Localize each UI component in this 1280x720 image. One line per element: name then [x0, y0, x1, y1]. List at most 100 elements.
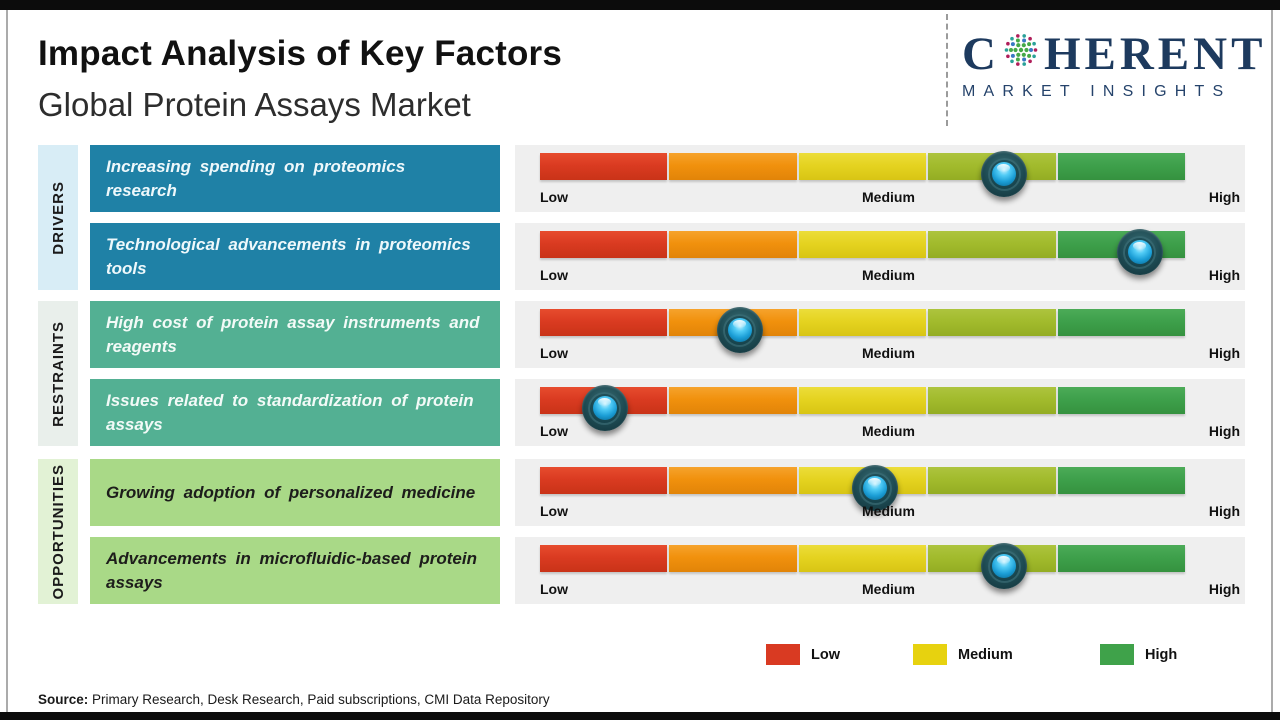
impact-bar	[540, 229, 1186, 275]
factor-box-restraint-1: High cost of protein assay instruments a…	[90, 301, 500, 368]
impact-marker-ring	[987, 549, 1021, 583]
factor-text: Technological advancements in proteomics…	[106, 235, 471, 278]
impact-scale-panel-2: Low Medium High	[515, 223, 1245, 290]
factor-text: High cost of protein assay instruments a…	[106, 313, 480, 356]
impact-bar	[540, 543, 1186, 589]
right-border	[1271, 10, 1273, 712]
source-line: Source: Primary Research, Desk Research,…	[38, 692, 550, 707]
group-label-opportunities-text: OPPORTUNITIES	[49, 463, 67, 600]
bar-segment-red	[540, 153, 668, 180]
scale-label-high: High	[1208, 345, 1240, 361]
impact-marker-orb	[1127, 240, 1152, 264]
group-label-drivers-text: DRIVERS	[49, 180, 67, 255]
bar-segment-red	[540, 309, 668, 336]
legend-label-high: High	[1145, 646, 1178, 663]
impact-marker	[981, 543, 1028, 589]
group-label-drivers: DRIVERS	[38, 145, 78, 290]
factor-text: Issues related to standardization of pro…	[106, 391, 474, 434]
impact-marker	[716, 307, 763, 353]
source-prefix: Source:	[38, 692, 89, 707]
page-title: Impact Analysis of Key Factors	[38, 34, 563, 73]
legend-item-low: Low	[766, 644, 840, 665]
scale-label-medium: Medium	[862, 267, 915, 283]
impact-marker-orb	[592, 396, 617, 420]
scale-label-medium: Medium	[862, 581, 915, 597]
scale-label-medium: Medium	[862, 503, 915, 519]
impact-marker	[852, 465, 899, 511]
logo-wordmark: C HERENT	[962, 30, 1262, 79]
scale-label-medium: Medium	[862, 189, 915, 205]
bar-segment-yellow	[798, 387, 927, 414]
company-logo: C HERENT MARKET INSIGHTS	[962, 30, 1262, 101]
factor-text: Advancements in microfluidic-based prote…	[106, 549, 477, 592]
impact-bar	[540, 465, 1186, 511]
left-border	[6, 10, 8, 712]
bar-segment-orange	[669, 467, 797, 494]
bar-segment-olive	[928, 467, 1056, 494]
impact-scale-panel-6: Low Medium High	[515, 537, 1245, 604]
bar-segment-orange	[669, 387, 797, 414]
impact-scale-panel-1: Low Medium High	[515, 145, 1245, 212]
bar-segment-yellow	[798, 153, 927, 180]
scale-label-low: Low	[540, 345, 568, 361]
scale-label-high: High	[1208, 267, 1240, 283]
scale-labels: Low Medium High	[540, 267, 1240, 283]
bar-segment-green	[1057, 309, 1186, 336]
scale-label-high: High	[1208, 581, 1240, 597]
group-label-restraints-text: RESTRAINTS	[49, 320, 67, 427]
top-border-bar	[0, 0, 1280, 10]
bar-segment-orange	[669, 231, 797, 258]
bar-segment-olive	[928, 387, 1056, 414]
impact-marker	[1116, 229, 1163, 275]
scale-labels: Low Medium High	[540, 345, 1240, 361]
scale-label-low: Low	[540, 581, 568, 597]
scale-label-low: Low	[540, 189, 568, 205]
impact-bar	[540, 385, 1186, 431]
bar-segment-orange	[669, 153, 797, 180]
impact-marker-orb	[727, 318, 752, 342]
legend-swatch-low	[766, 644, 800, 665]
legend-label-low: Low	[811, 646, 840, 663]
logo-letters-herent: HERENT	[1043, 28, 1267, 80]
impact-scale-panel-4: Low Medium High	[515, 379, 1245, 446]
group-label-opportunities: OPPORTUNITIES	[38, 459, 78, 604]
impact-marker	[581, 385, 628, 431]
impact-scale-panel-3: Low Medium High	[515, 301, 1245, 368]
legend-item-medium: Medium	[913, 644, 1013, 665]
legend-item-high: High	[1100, 644, 1177, 665]
factor-box-opportunity-1: Growing adoption of personalized medicin…	[90, 459, 500, 526]
scale-label-medium: Medium	[862, 345, 915, 361]
impact-scale-panel-5: Low Medium High	[515, 459, 1245, 526]
legend-label-medium: Medium	[958, 646, 1013, 663]
page-subtitle: Global Protein Assays Market	[38, 86, 471, 123]
bar-segment-red	[540, 231, 668, 258]
scale-label-high: High	[1208, 423, 1240, 439]
scale-labels: Low Medium High	[540, 503, 1240, 519]
bar-segment-green	[1057, 467, 1186, 494]
group-label-restraints: RESTRAINTS	[38, 301, 78, 446]
bar-segment-orange	[669, 545, 797, 572]
bar-segment-yellow	[798, 545, 927, 572]
logo-tagline: MARKET INSIGHTS	[962, 83, 1232, 100]
impact-marker-ring	[723, 313, 757, 347]
logo-letter-c: C	[962, 28, 1000, 80]
scale-label-low: Low	[540, 423, 568, 439]
bottom-border-bar	[0, 712, 1280, 720]
scale-labels: Low Medium High	[540, 581, 1240, 597]
impact-bar	[540, 151, 1186, 197]
bar-segment-green	[1057, 545, 1186, 572]
bar-segment-yellow	[798, 309, 927, 336]
scale-label-high: High	[1208, 503, 1240, 519]
impact-marker-ring	[588, 391, 621, 425]
bar-segment-olive	[928, 231, 1056, 258]
bar-segment-olive	[928, 309, 1056, 336]
factor-text: Increasing spending on proteomics resear…	[106, 157, 406, 200]
bar-segment-green	[1057, 153, 1186, 180]
bar-segment-red	[540, 545, 668, 572]
impact-bar	[540, 307, 1186, 353]
impact-marker-ring	[987, 157, 1021, 191]
bar-segment-red	[540, 467, 668, 494]
impact-marker	[981, 151, 1028, 197]
impact-marker-ring	[1123, 235, 1157, 269]
